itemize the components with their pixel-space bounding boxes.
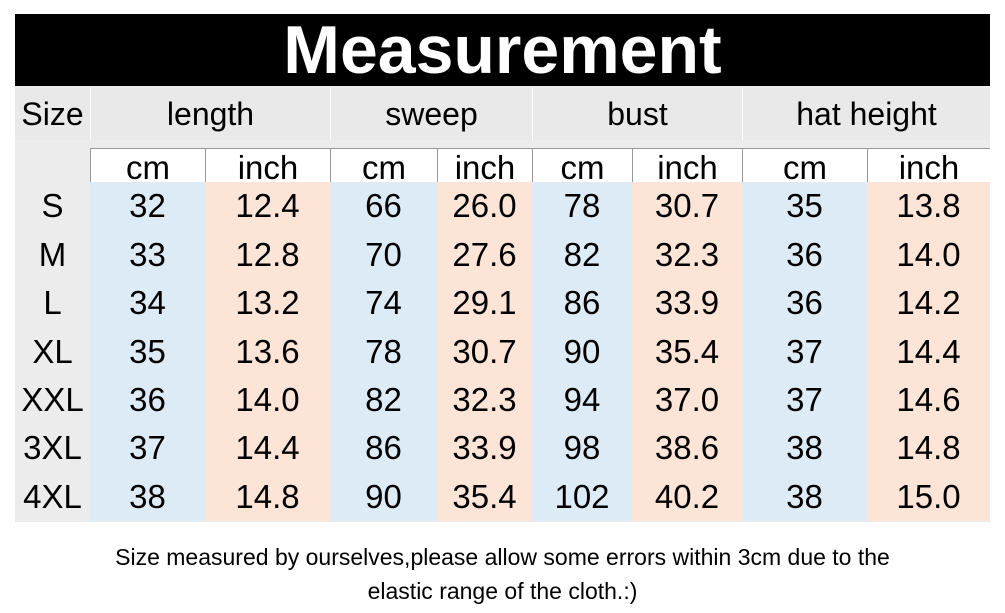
unit-header: inch [437, 148, 532, 182]
value-cell: 35.4 [437, 472, 532, 522]
value-cell: 15.0 [867, 472, 990, 522]
value-cell: 37 [742, 327, 867, 377]
value-cell: 78 [330, 327, 437, 377]
unit-header: inch [867, 148, 990, 182]
footer-text: Size measured by ourselves,please allow … [115, 543, 890, 570]
unit-header: cm [330, 148, 437, 182]
unit-header: inch [632, 148, 742, 182]
group-header: sweep [330, 88, 532, 140]
unit-header: cm [90, 148, 205, 182]
value-cell: 30.7 [437, 327, 532, 377]
value-cell: 13.8 [867, 182, 990, 231]
value-cell: 82 [532, 230, 632, 280]
value-cell: 26.0 [437, 182, 532, 231]
value-cell: 38.6 [632, 424, 742, 473]
value-cell: 86 [532, 278, 632, 328]
value-cell: 98 [532, 424, 632, 473]
group-header: bust [532, 88, 742, 140]
value-cell: 14.4 [867, 327, 990, 377]
footer-text: elastic range of the cloth.:) [367, 577, 638, 604]
value-cell: 90 [330, 472, 437, 522]
value-cell: 38 [742, 472, 867, 522]
value-cell: 37 [742, 375, 867, 425]
size-cell: L [43, 284, 62, 322]
title: Measurement [15, 12, 990, 88]
value-cell: 36 [742, 278, 867, 328]
value-cell: 40.2 [632, 472, 742, 522]
value-cell: 34 [90, 278, 205, 328]
value-cell: 14.8 [205, 472, 330, 522]
value-cell: 14.2 [867, 278, 990, 328]
value-cell: 82 [330, 375, 437, 425]
value-cell: 70 [330, 230, 437, 280]
value-cell: 32.3 [632, 230, 742, 280]
unit-header: cm [532, 148, 632, 182]
value-cell: 37.0 [632, 375, 742, 425]
value-cell: 12.4 [205, 182, 330, 231]
value-cell: 29.1 [437, 278, 532, 328]
value-cell: 30.7 [632, 182, 742, 231]
size-cell: M [38, 235, 67, 273]
unit-header: cm [742, 148, 867, 182]
size-cell: S [41, 187, 64, 225]
value-cell: 35.4 [632, 327, 742, 377]
value-cell: 36 [742, 230, 867, 280]
size-header: Size [15, 88, 90, 140]
value-cell: 35 [742, 182, 867, 231]
value-cell: 32.3 [437, 375, 532, 425]
value-cell: 35 [90, 327, 205, 377]
value-cell: 13.2 [205, 278, 330, 328]
value-cell: 86 [330, 424, 437, 473]
size-cell: XL [32, 332, 73, 370]
size-cell: XXL [21, 381, 84, 419]
value-cell: 38 [90, 472, 205, 522]
value-cell: 14.4 [205, 424, 330, 473]
value-cell: 38 [742, 424, 867, 473]
value-cell: 33.9 [632, 278, 742, 328]
value-cell: 66 [330, 182, 437, 231]
value-cell: 36 [90, 375, 205, 425]
value-cell: 27.6 [437, 230, 532, 280]
value-cell: 74 [330, 278, 437, 328]
value-cell: 37 [90, 424, 205, 473]
group-header: hat height [742, 88, 990, 140]
value-cell: 33.9 [437, 424, 532, 473]
group-header: length [90, 88, 330, 140]
size-cell: 3XL [23, 429, 82, 467]
value-cell: 94 [532, 375, 632, 425]
value-cell: 12.8 [205, 230, 330, 280]
value-cell: 14.6 [867, 375, 990, 425]
value-cell: 33 [90, 230, 205, 280]
value-cell: 32 [90, 182, 205, 231]
unit-header: inch [205, 148, 330, 182]
value-cell: 14.0 [205, 375, 330, 425]
value-cell: 102 [532, 472, 632, 522]
value-cell: 14.0 [867, 230, 990, 280]
value-cell: 14.8 [867, 424, 990, 473]
value-cell: 78 [532, 182, 632, 231]
value-cell: 13.6 [205, 327, 330, 377]
size-cell: 4XL [23, 477, 82, 515]
value-cell: 90 [532, 327, 632, 377]
